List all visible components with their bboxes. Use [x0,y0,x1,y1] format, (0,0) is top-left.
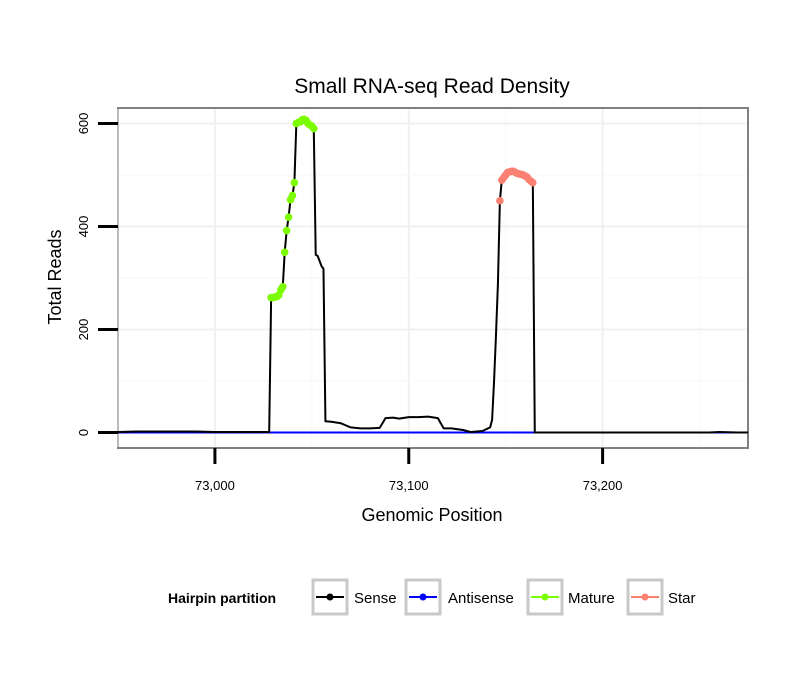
legend-label-antisense: Antisense [448,590,514,607]
data-point-mature [280,248,289,257]
legend-point-star [641,593,649,601]
legend-label-star: Star [668,590,696,607]
y-tick-label: 600 [76,113,91,135]
legend-point-antisense [419,593,427,601]
chart-title: Small RNA-seq Read Density [294,75,570,98]
y-tick-label: 200 [76,319,91,341]
legend-item-star: Star [626,578,696,616]
data-point-star [529,178,537,187]
data-point-star [496,196,504,205]
data-point-mature [284,213,293,222]
data-point-mature [309,124,318,133]
data-point-mature [290,178,299,187]
data-series [117,115,748,434]
legend-item-sense: Sense [311,578,397,616]
legend-item-mature: Mature [526,578,615,616]
y-tick-label: 400 [76,216,91,238]
x-tick-label: 73,200 [583,478,623,493]
data-point-mature [282,226,291,235]
data-point-mature [278,282,287,291]
data-point-mature [288,191,297,200]
legend-point-mature [541,593,549,601]
legend-point-sense [326,593,334,601]
x-axis-label: Genomic Position [361,505,502,525]
x-tick-label: 73,000 [195,478,235,493]
legend: Hairpin partition Sense Antisense Mature… [168,578,696,616]
x-tick-label: 73,100 [389,478,429,493]
grid-lines [117,109,747,447]
y-axis-label: Total Reads [45,229,65,324]
legend-label-mature: Mature [568,590,615,607]
legend-item-antisense: Antisense [404,578,514,616]
legend-label-sense: Sense [354,590,397,607]
axes: 73,000 73,100 73,200 0 200 400 600 [76,113,622,493]
legend-title: Hairpin partition [168,590,276,606]
y-tick-label: 0 [76,429,91,436]
